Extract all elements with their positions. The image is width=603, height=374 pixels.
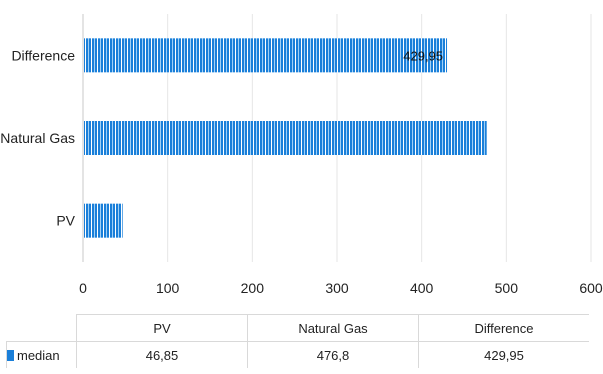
data-labels: 429,95 — [403, 48, 443, 63]
data-table-corner — [7, 315, 77, 342]
category-label: Natural Gas — [0, 130, 75, 146]
category-label: PV — [56, 213, 75, 229]
data-table-header: PV — [76, 314, 248, 342]
bar — [84, 121, 487, 155]
data-table: PV Natural Gas Difference median 46,85 4… — [6, 314, 589, 368]
data-table-header: Natural Gas — [247, 314, 419, 342]
bar — [84, 203, 123, 238]
legend-key — [7, 349, 14, 361]
data-table-row-label: median — [6, 341, 77, 368]
data-table-row: median 46,85 476,8 429,95 — [6, 341, 589, 368]
legend-label: median — [17, 347, 60, 363]
data-table-cell: 476,8 — [247, 341, 419, 368]
x-tick-label: 600 — [579, 280, 603, 296]
category-labels: PV Natural Gas Difference — [0, 47, 75, 228]
x-tick-label: 100 — [156, 280, 180, 296]
bar — [84, 38, 448, 73]
x-tick-label: 300 — [325, 280, 349, 296]
x-tick-labels: 0 100 200 300 400 500 600 — [79, 280, 603, 296]
x-tick-label: 0 — [79, 280, 87, 296]
data-table-header: Difference — [418, 314, 589, 342]
data-table-header-row: PV Natural Gas Difference — [7, 314, 589, 342]
x-tick-label: 500 — [495, 280, 519, 296]
x-tick-label: 200 — [241, 280, 265, 296]
bars — [84, 38, 487, 238]
data-table-cell: 46,85 — [76, 341, 248, 368]
data-table-cell: 429,95 — [418, 341, 589, 368]
category-label: Difference — [11, 47, 75, 63]
bar-chart: PV Natural Gas Difference 0 100 200 300 400 500… — [0, 14, 603, 296]
x-tick-label: 400 — [410, 280, 434, 296]
data-label: 429,95 — [403, 48, 443, 63]
